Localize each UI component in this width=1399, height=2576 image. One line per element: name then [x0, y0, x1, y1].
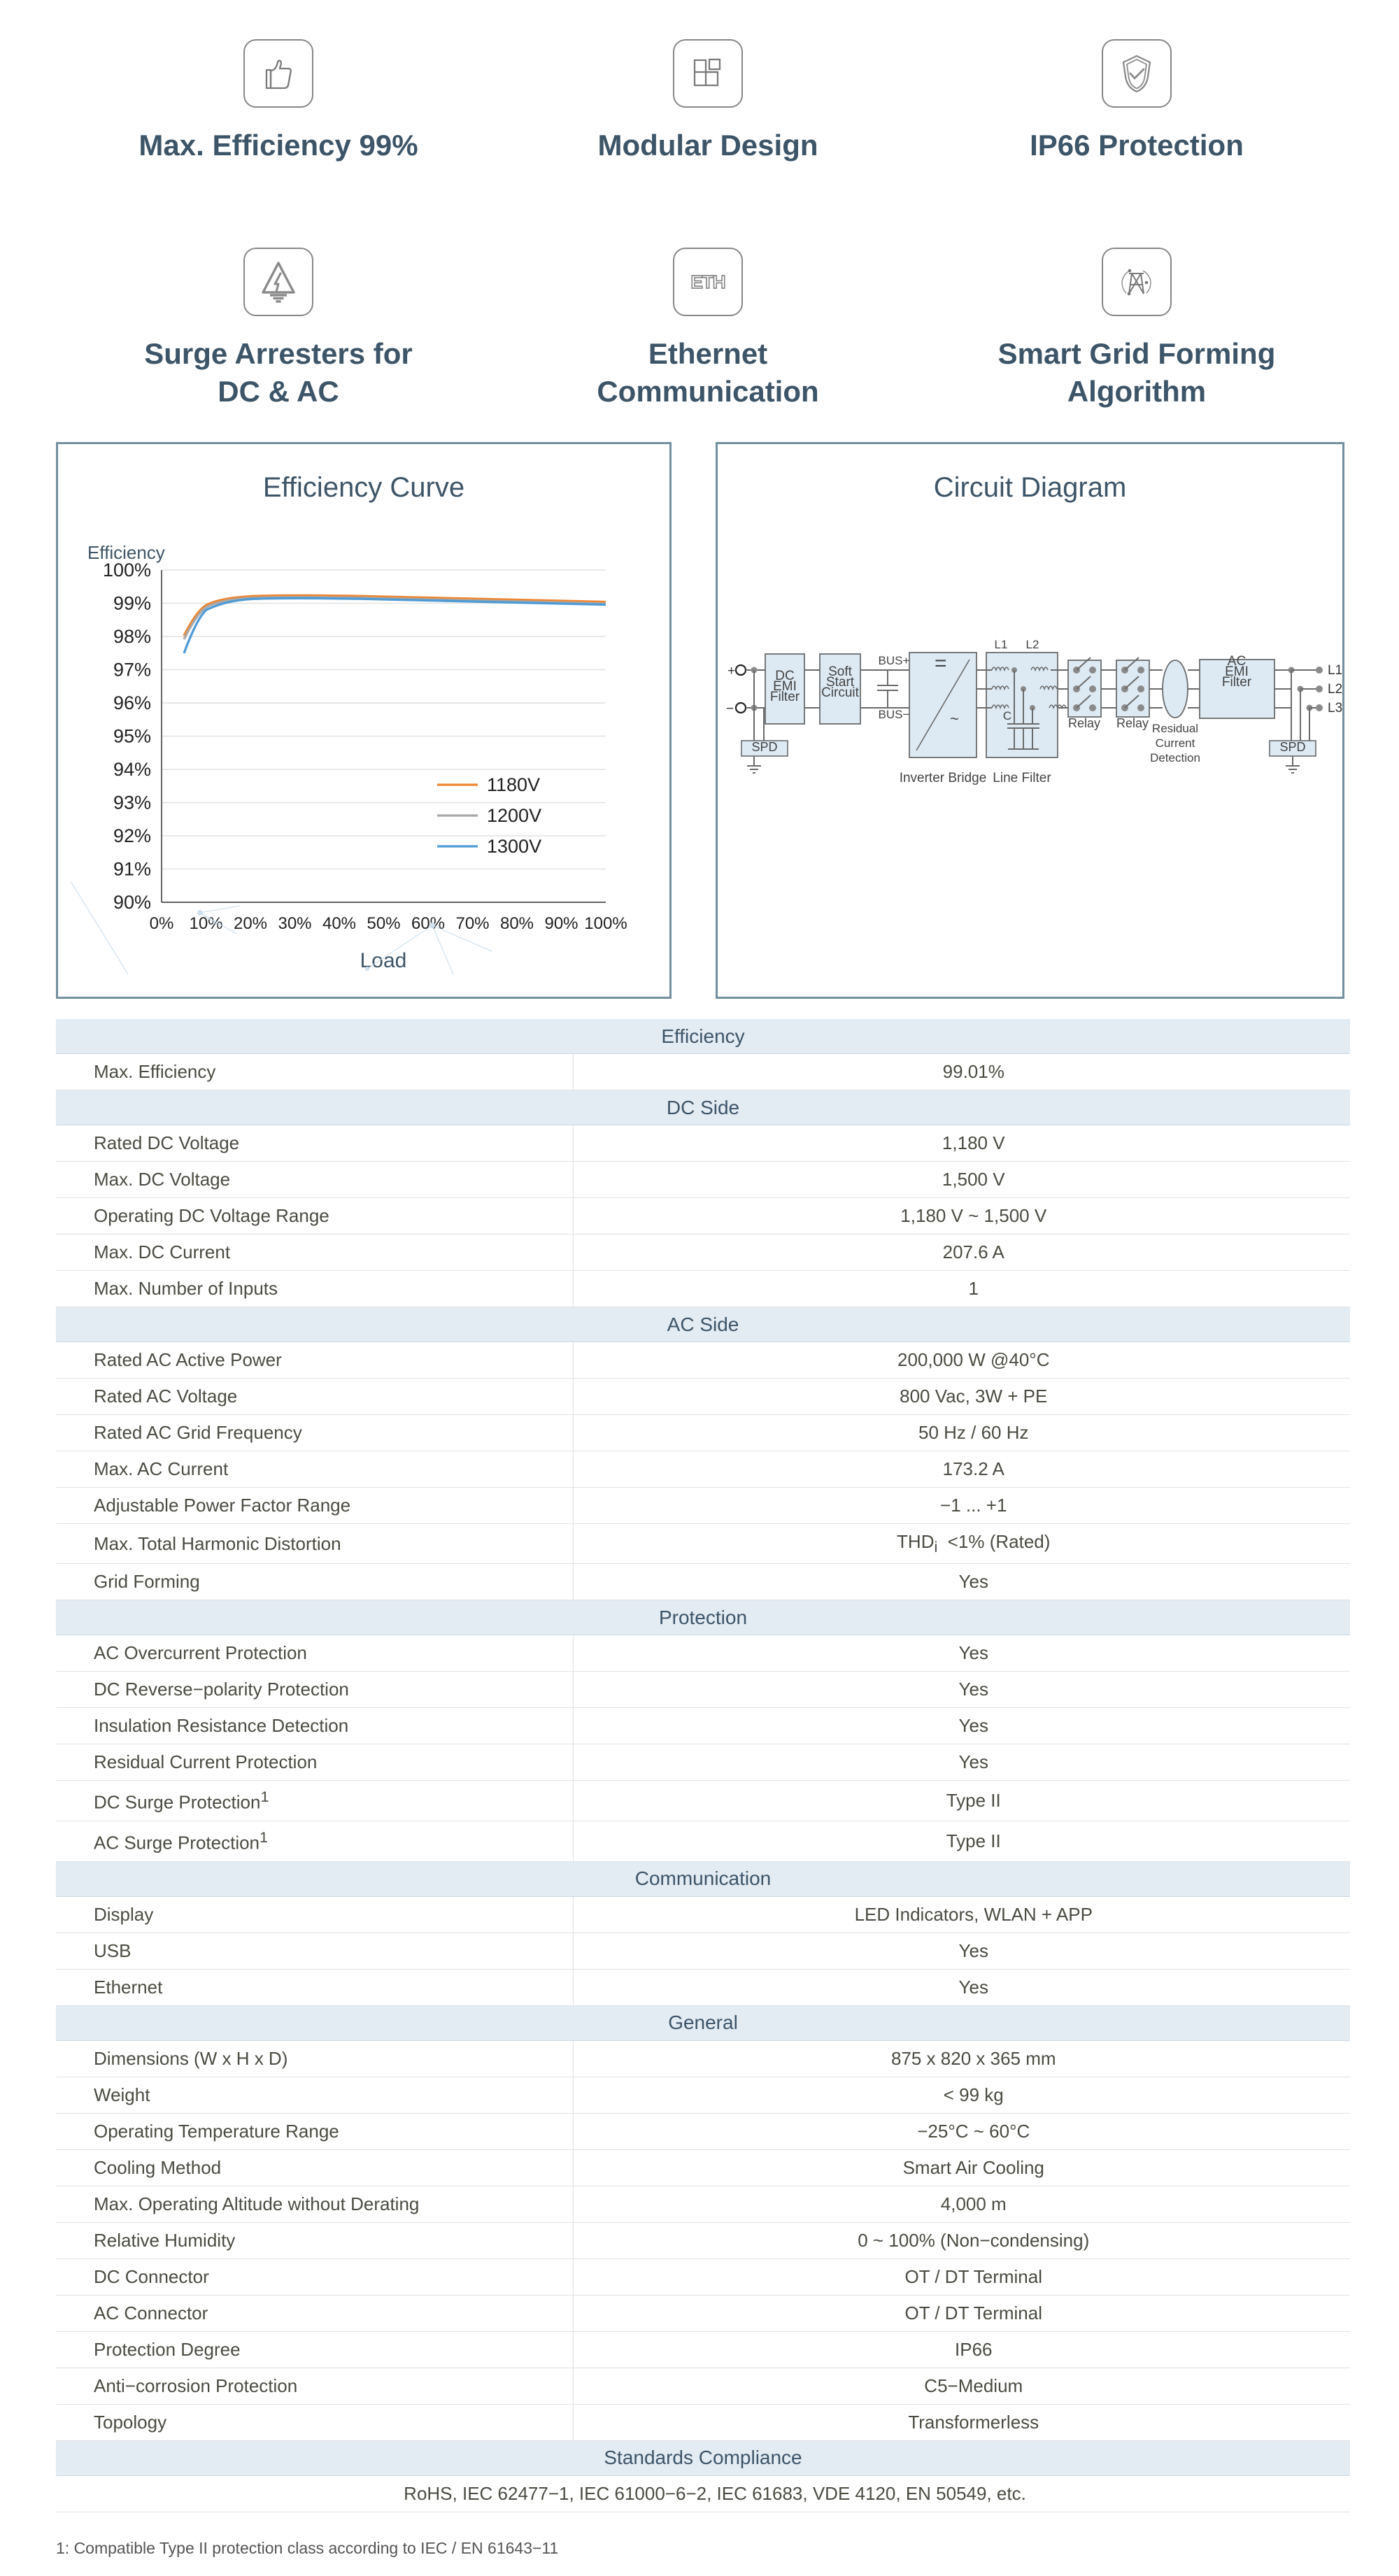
svg-text:Residual: Residual — [1152, 722, 1198, 735]
svg-text:10%: 10% — [189, 914, 222, 933]
svg-text:Relay: Relay — [1116, 716, 1149, 730]
svg-text:Detection: Detection — [1150, 751, 1200, 764]
svg-text:1200V: 1200V — [487, 805, 541, 826]
svg-text:−: − — [726, 702, 734, 716]
svg-text:92%: 92% — [113, 825, 151, 846]
svg-text:Circuit: Circuit — [821, 685, 860, 700]
svg-text:SPD: SPD — [751, 740, 777, 754]
svg-text:98%: 98% — [113, 626, 151, 647]
svg-text:L1: L1 — [1328, 663, 1342, 678]
svg-text:Load: Load — [360, 949, 407, 972]
svg-text:L3: L3 — [1328, 701, 1342, 716]
svg-text:C: C — [1003, 709, 1011, 723]
svg-text:SPD: SPD — [1279, 740, 1305, 754]
svg-text:94%: 94% — [113, 759, 151, 780]
svg-text:60%: 60% — [411, 914, 445, 933]
svg-text:99%: 99% — [113, 593, 151, 614]
svg-text:Inverter Bridge: Inverter Bridge — [900, 771, 987, 785]
svg-text:91%: 91% — [113, 859, 151, 880]
svg-text:93%: 93% — [113, 792, 151, 813]
svg-text:=: = — [935, 652, 947, 675]
svg-text:1300V: 1300V — [487, 836, 541, 857]
svg-text:100%: 100% — [103, 560, 151, 581]
svg-text:1180V: 1180V — [487, 774, 540, 795]
svg-text:BUS−: BUS− — [879, 708, 910, 721]
svg-text:~: ~ — [950, 710, 959, 727]
svg-text:BUS+: BUS+ — [879, 654, 910, 667]
svg-text:0%: 0% — [150, 914, 174, 933]
svg-text:ETH: ETH — [691, 271, 725, 292]
svg-text:100%: 100% — [584, 914, 627, 933]
svg-text:L1: L1 — [995, 638, 1008, 651]
svg-text:40%: 40% — [322, 914, 356, 933]
svg-text:95%: 95% — [113, 726, 151, 747]
svg-text:50%: 50% — [367, 914, 400, 933]
svg-text:L2: L2 — [1328, 682, 1342, 697]
svg-text:Line Filter: Line Filter — [993, 771, 1051, 785]
svg-text:70%: 70% — [455, 914, 489, 933]
svg-text:Filter: Filter — [1222, 675, 1252, 690]
svg-text:97%: 97% — [113, 660, 151, 681]
svg-text:20%: 20% — [234, 914, 267, 933]
svg-text:Current: Current — [1156, 736, 1195, 750]
svg-text:96%: 96% — [113, 692, 151, 713]
svg-text:90%: 90% — [113, 892, 151, 913]
svg-text:Relay: Relay — [1068, 716, 1100, 730]
svg-text:80%: 80% — [500, 914, 534, 933]
svg-text:30%: 30% — [278, 914, 311, 933]
svg-text:+: + — [727, 664, 735, 678]
svg-text:L2: L2 — [1026, 638, 1039, 651]
svg-text:Filter: Filter — [770, 690, 800, 704]
svg-text:90%: 90% — [544, 914, 578, 933]
